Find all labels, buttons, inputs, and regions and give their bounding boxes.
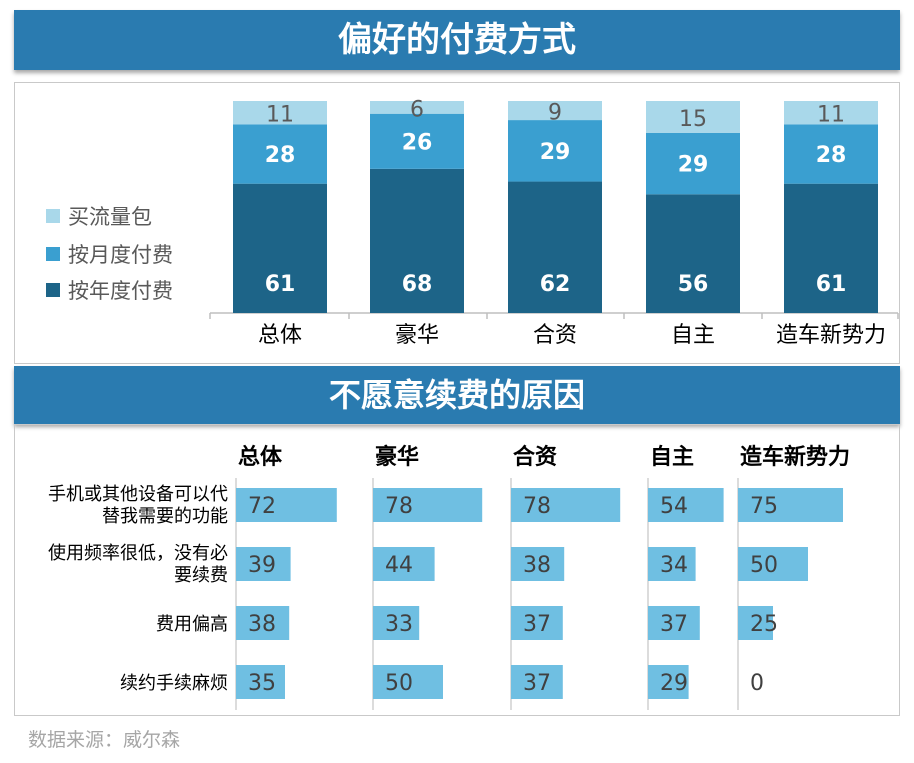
- chart2-column-header: 总体: [238, 444, 283, 470]
- chart2-bar: [373, 488, 483, 522]
- chart2-data-label: 38: [523, 553, 551, 578]
- chart2-row-label: 续约手续麻烦: [120, 673, 228, 694]
- chart2-row-label: 要续费: [174, 565, 228, 586]
- chart2-data-label: 78: [523, 494, 551, 519]
- chart1-category-label: 合资: [533, 323, 577, 348]
- chart1-data-label: 6: [410, 97, 424, 122]
- chart1-data-label: 56: [678, 272, 709, 297]
- chart1-data-label: 9: [548, 101, 562, 126]
- chart2-bar: [648, 665, 689, 699]
- chart2-bar: [236, 547, 291, 581]
- chart2-bar: [648, 488, 724, 522]
- chart1-category-label: 自主: [671, 323, 715, 348]
- chart2-row-label: 费用偏高: [156, 614, 228, 635]
- chart2-data-label: 34: [660, 553, 688, 578]
- chart1-title: 偏好的付费方式: [14, 10, 900, 70]
- chart2-data-label: 0: [750, 671, 764, 696]
- chart1-data-label: 29: [678, 153, 709, 178]
- chart1-legend-swatch: [46, 283, 60, 297]
- chart1-legend-label: 按月度付费: [68, 243, 173, 267]
- chart2-bar: [738, 606, 773, 640]
- chart1-panel: [14, 82, 900, 364]
- chart2-data-label: 75: [750, 494, 778, 519]
- chart2-data-label: 50: [750, 553, 778, 578]
- chart1-legend-swatch: [46, 247, 60, 261]
- chart2-column-header: 造车新势力: [740, 444, 850, 470]
- chart1-data-label: 15: [679, 107, 707, 132]
- chart1-data-label: 11: [817, 103, 845, 128]
- chart2-bar: [738, 547, 808, 581]
- chart1-category-label: 总体: [258, 323, 302, 348]
- chart1-bar-segment: [646, 101, 740, 133]
- chart1-legend-label: 按年度付费: [68, 279, 173, 303]
- chart1-bar-segment: [784, 183, 878, 313]
- chart2-column-header: 自主: [650, 444, 694, 470]
- chart2-bar: [373, 547, 435, 581]
- chart1-bar-segment: [646, 194, 740, 313]
- chart2-row-label: 替我需要的功能: [102, 506, 228, 527]
- chart1-bar-segment: [508, 181, 602, 313]
- chart2-data-label: 50: [385, 671, 413, 696]
- chart2-bar: [511, 606, 563, 640]
- chart2-bar: [738, 488, 843, 522]
- chart2-row-label: 手机或其他设备可以代: [48, 484, 228, 505]
- chart1-bar-segment: [508, 101, 602, 121]
- chart2-panel: [14, 424, 900, 716]
- chart1-category-label: 造车新势力: [776, 323, 886, 348]
- chart2-data-label: 54: [660, 494, 688, 519]
- chart2-data-label: 38: [248, 612, 276, 637]
- chart1-bar-segment: [370, 101, 464, 114]
- chart1-legend-label: 买流量包: [68, 205, 152, 229]
- chart1-data-label: 26: [402, 130, 433, 155]
- chart1-data-label: 28: [265, 143, 296, 168]
- chart2-bar: [236, 665, 285, 699]
- chart1-bar-segment: [784, 124, 878, 184]
- chart2-data-label: 33: [385, 612, 413, 637]
- chart1-data-label: 11: [266, 103, 294, 128]
- chart1-bar-segment: [370, 113, 464, 169]
- chart2-bar: [648, 547, 696, 581]
- chart2-title: 不愿意续费的原因: [14, 366, 900, 424]
- chart1-category-label: 豪华: [395, 323, 439, 348]
- chart2-bar: [511, 665, 563, 699]
- chart2-column-header: 合资: [513, 444, 557, 470]
- chart2-bar: [373, 665, 443, 699]
- data-source-note: 数据来源：威尔森: [28, 729, 181, 751]
- chart1-bar-segment: [233, 183, 327, 313]
- chart2-data-label: 37: [660, 612, 688, 637]
- chart2-data-label: 44: [385, 553, 413, 578]
- chart1-data-label: 68: [402, 272, 433, 297]
- chart2-bar: [511, 547, 565, 581]
- chart1-data-label: 62: [540, 272, 571, 297]
- chart2-bar: [511, 488, 621, 522]
- chart2-data-label: 39: [248, 553, 276, 578]
- chart2-data-label: 25: [750, 612, 778, 637]
- chart2-data-label: 37: [523, 612, 551, 637]
- chart2-data-label: 29: [660, 671, 688, 696]
- chart2-row-label: 使用频率很低，没有必: [48, 543, 228, 564]
- chart1-data-label: 61: [816, 272, 847, 297]
- chart1-bar-segment: [646, 132, 740, 195]
- chart2-bar: [648, 606, 700, 640]
- chart1-data-label: 61: [265, 272, 296, 297]
- chart2-data-label: 37: [523, 671, 551, 696]
- chart2-data-label: 35: [248, 671, 276, 696]
- chart2-bar: [236, 606, 290, 640]
- chart1-bar-segment: [508, 120, 602, 182]
- chart1-data-label: 28: [816, 143, 847, 168]
- chart2-data-label: 78: [385, 494, 413, 519]
- chart2-bar: [373, 606, 420, 640]
- chart1-bar-segment: [784, 101, 878, 125]
- chart1-bar-segment: [233, 124, 327, 184]
- chart1-bar-segment: [370, 168, 464, 313]
- chart1-legend-swatch: [46, 209, 60, 223]
- chart2-column-header: 豪华: [375, 444, 419, 470]
- chart1-bar-segment: [233, 101, 327, 125]
- chart1-data-label: 29: [540, 140, 571, 165]
- chart2-data-label: 72: [248, 494, 276, 519]
- chart2-bar: [236, 488, 337, 522]
